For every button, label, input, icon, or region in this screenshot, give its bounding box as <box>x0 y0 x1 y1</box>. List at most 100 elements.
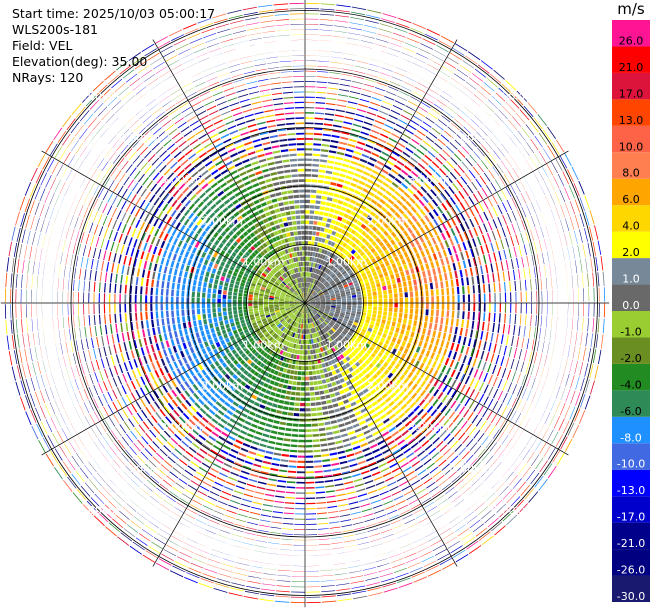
velocity-gate <box>314 321 318 326</box>
velocity-gate <box>79 404 85 416</box>
velocity-gate <box>344 316 350 320</box>
velocity-gate <box>198 398 205 406</box>
velocity-gate <box>330 309 335 313</box>
velocity-gate <box>208 422 216 429</box>
velocity-gate <box>567 247 570 260</box>
velocity-gate <box>444 189 451 198</box>
velocity-gate <box>433 345 438 353</box>
velocity-gate <box>151 516 162 524</box>
velocity-gate <box>202 505 213 511</box>
velocity-gate <box>305 481 315 484</box>
velocity-gate <box>346 293 351 297</box>
velocity-gate <box>309 210 315 214</box>
velocity-gate <box>350 17 364 21</box>
velocity-gate <box>385 422 393 429</box>
velocity-gate <box>388 293 393 299</box>
velocity-gate <box>580 259 583 273</box>
velocity-gate <box>450 369 456 378</box>
velocity-gate <box>403 313 408 319</box>
velocity-gate <box>305 235 309 240</box>
velocity-gate <box>197 372 203 379</box>
velocity-gate <box>426 462 435 470</box>
velocity-gate <box>338 503 348 507</box>
velocity-gate <box>280 318 285 323</box>
velocity-gate <box>355 201 362 207</box>
velocity-gate <box>344 545 357 548</box>
velocity-gate <box>444 240 450 248</box>
velocity-gate <box>466 540 479 550</box>
velocity-gate <box>422 402 430 410</box>
velocity-gate <box>345 486 355 490</box>
velocity-gate <box>157 467 166 476</box>
velocity-gate <box>165 356 171 364</box>
velocity-gate <box>71 473 81 486</box>
velocity-gate <box>316 507 327 510</box>
velocity-gate <box>282 334 287 339</box>
velocity-gate <box>226 409 234 416</box>
velocity-gate <box>229 405 237 412</box>
velocity-gate <box>224 553 237 558</box>
velocity-gate <box>423 365 430 373</box>
velocity-gate <box>310 301 316 303</box>
velocity-gate <box>305 81 316 83</box>
velocity-gate <box>351 277 357 282</box>
velocity-gate <box>547 126 556 139</box>
velocity-gate <box>556 139 565 153</box>
velocity-gate <box>451 287 455 295</box>
velocity-gate <box>118 364 124 374</box>
velocity-gate <box>373 338 379 344</box>
velocity-gate <box>425 350 431 358</box>
velocity-gate <box>544 181 550 193</box>
velocity-gate <box>308 277 311 283</box>
velocity-gate <box>321 585 335 587</box>
velocity-gate <box>243 537 255 541</box>
velocity-gate <box>367 161 375 167</box>
velocity-gate <box>345 220 352 226</box>
velocity-gate <box>136 412 144 422</box>
velocity-gate <box>320 395 326 400</box>
velocity-gate <box>217 422 225 429</box>
velocity-gate <box>363 352 370 358</box>
velocity-gate <box>447 247 452 256</box>
velocity-gate <box>160 341 165 350</box>
velocity-gate <box>275 321 281 326</box>
velocity-gate <box>376 177 384 184</box>
velocity-gate <box>318 283 323 288</box>
velocity-gate <box>199 448 208 455</box>
velocity-gate <box>572 424 580 439</box>
velocity-gate <box>264 498 274 502</box>
velocity-gate <box>307 307 312 312</box>
velocity-gate <box>495 354 500 365</box>
velocity-gate <box>277 323 282 328</box>
velocity-gate <box>427 358 433 366</box>
velocity-gate <box>393 288 398 294</box>
velocity-gate <box>346 295 352 299</box>
velocity-gate <box>345 175 353 180</box>
velocity-gate <box>327 160 335 164</box>
velocity-gate <box>555 158 563 171</box>
velocity-gate <box>287 353 292 358</box>
velocity-gate <box>234 317 239 322</box>
velocity-gate <box>268 537 281 539</box>
velocity-gate <box>570 261 572 274</box>
velocity-gate <box>431 199 439 207</box>
velocity-gate <box>417 408 424 416</box>
velocity-gate <box>334 323 340 328</box>
velocity-gate <box>305 308 307 314</box>
velocity-gate <box>374 385 381 391</box>
velocity-gate <box>534 327 536 339</box>
velocity-gate <box>172 565 186 573</box>
velocity-gate <box>427 239 432 247</box>
velocity-gate <box>329 67 342 69</box>
velocity-gate <box>457 353 462 362</box>
velocity-gate <box>71 455 80 467</box>
velocity-gate <box>314 122 324 125</box>
velocity-gate <box>228 592 243 597</box>
velocity-gate <box>408 280 412 287</box>
velocity-gate <box>520 484 530 496</box>
velocity-gate <box>306 334 309 340</box>
velocity-gate <box>333 562 347 565</box>
velocity-gate <box>351 242 357 248</box>
velocity-gate <box>213 510 224 515</box>
velocity-gate <box>323 123 333 127</box>
